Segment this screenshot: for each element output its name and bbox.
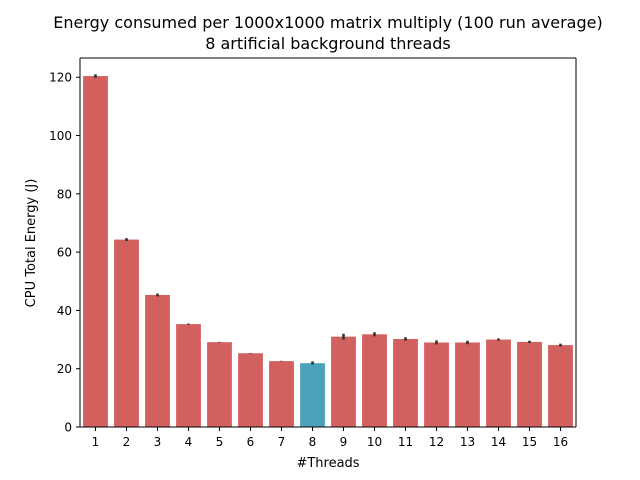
- x-tick-label-12: 12: [429, 435, 444, 449]
- bar-3: [145, 294, 170, 427]
- bar-15: [517, 341, 542, 427]
- x-tick-label-9: 9: [340, 435, 348, 449]
- x-tick-label-15: 15: [522, 435, 537, 449]
- x-tick-label-7: 7: [278, 435, 286, 449]
- y-tick-label-0: 0: [64, 421, 72, 435]
- bar-9: [331, 336, 356, 427]
- x-tick-label-8: 8: [309, 435, 317, 449]
- x-tick-label-14: 14: [491, 435, 506, 449]
- bar-11: [393, 338, 418, 427]
- bar-6: [238, 353, 263, 427]
- bar-4: [176, 324, 201, 427]
- x-tick-label-2: 2: [123, 435, 131, 449]
- x-tick-label-10: 10: [367, 435, 382, 449]
- y-tick-label-60: 60: [57, 246, 72, 260]
- y-tick-label-80: 80: [57, 187, 72, 201]
- x-tick-label-6: 6: [247, 435, 255, 449]
- y-tick-label-20: 20: [57, 362, 72, 376]
- y-tick-label-40: 40: [57, 304, 72, 318]
- bar-7: [269, 361, 294, 427]
- x-tick-label-3: 3: [154, 435, 162, 449]
- bar-14: [486, 339, 511, 427]
- x-tick-label-4: 4: [185, 435, 193, 449]
- bar-2: [114, 239, 139, 427]
- x-tick-label-11: 11: [398, 435, 413, 449]
- x-tick-label-13: 13: [460, 435, 475, 449]
- y-tick-label-100: 100: [49, 129, 72, 143]
- x-axis-label: #Threads: [296, 456, 359, 471]
- bar-8: [300, 363, 325, 427]
- chart-title-line-1: Energy consumed per 1000x1000 matrix mul…: [53, 13, 602, 32]
- bar-5: [207, 342, 232, 427]
- x-tick-label-1: 1: [92, 435, 100, 449]
- bar-16: [548, 345, 573, 427]
- y-axis-label: CPU Total Energy (J): [24, 179, 39, 308]
- bar-1: [83, 76, 108, 427]
- x-tick-label-5: 5: [216, 435, 224, 449]
- y-tick-label-120: 120: [49, 71, 72, 85]
- chart-title-line-2: 8 artificial background threads: [205, 34, 451, 53]
- bar-10: [362, 334, 387, 427]
- x-tick-label-16: 16: [553, 435, 568, 449]
- bar-12: [424, 342, 449, 427]
- bar-13: [455, 342, 480, 427]
